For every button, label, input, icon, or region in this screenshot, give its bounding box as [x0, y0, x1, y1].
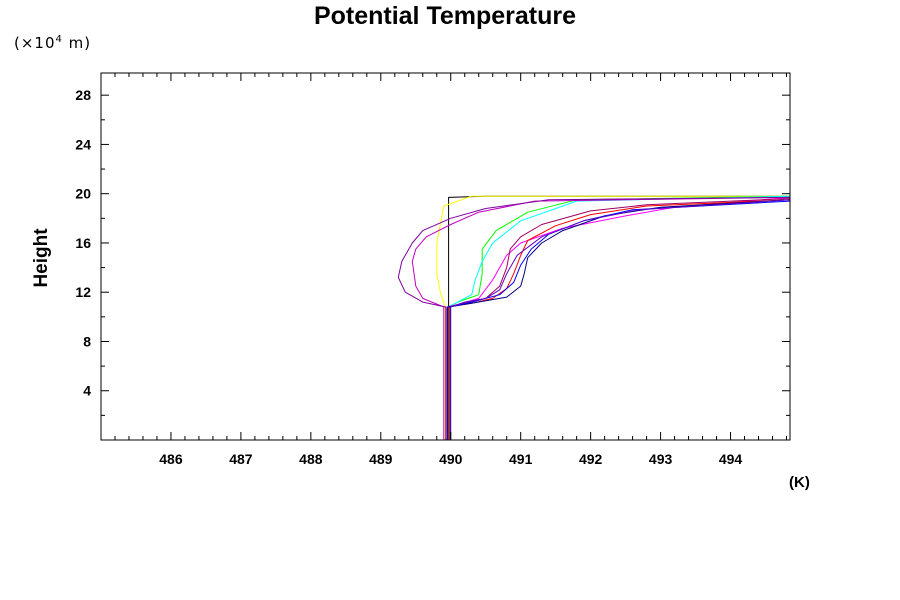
y-unit-prefix: (×10: [14, 34, 56, 52]
x-tick-label: 486: [159, 451, 183, 467]
x-tick-label: 487: [229, 451, 253, 467]
chart-title: Potential Temperature: [313, 2, 577, 30]
x-tick-label: 494: [719, 451, 743, 467]
plot-frame: [100, 72, 791, 441]
x-tick-label: 492: [579, 451, 603, 467]
y-tick-label: 8: [83, 333, 91, 349]
y-tick-label: 24: [75, 136, 91, 152]
x-tick-label: 490: [439, 451, 463, 467]
y-unit-suffix: m): [62, 34, 92, 52]
series-line-4: [447, 195, 791, 440]
series-line-9: [448, 199, 791, 440]
series-line-3: [448, 195, 791, 440]
series-line-12: [450, 199, 791, 440]
series-line-10: [446, 199, 791, 440]
series-line-1: [448, 195, 790, 440]
y-axis-unit: (×104 m): [14, 34, 91, 52]
series-line-8: [447, 198, 791, 440]
series-line-7: [397, 196, 791, 440]
x-tick-label: 488: [299, 451, 323, 467]
x-tick-label: 493: [649, 451, 673, 467]
series-line-6: [411, 196, 791, 440]
x-tick-label: 489: [369, 451, 393, 467]
y-tick-label: 20: [75, 186, 91, 202]
y-tick-label: 12: [75, 284, 91, 300]
series-line-5: [446, 196, 791, 440]
x-tick-label: 491: [509, 451, 533, 467]
series-line-2: [436, 195, 790, 440]
y-tick-label: 28: [75, 87, 91, 103]
tick-layer: 486 487 488 489 490 491 492 493 494 4 8 12 16 20 24 28: [75, 73, 790, 467]
y-tick-label: 4: [83, 383, 91, 399]
x-axis-unit: (K): [789, 474, 810, 491]
series-layer: [397, 195, 791, 440]
y-tick-label: 16: [75, 235, 91, 251]
y-unit-exponent: 4: [55, 34, 63, 45]
